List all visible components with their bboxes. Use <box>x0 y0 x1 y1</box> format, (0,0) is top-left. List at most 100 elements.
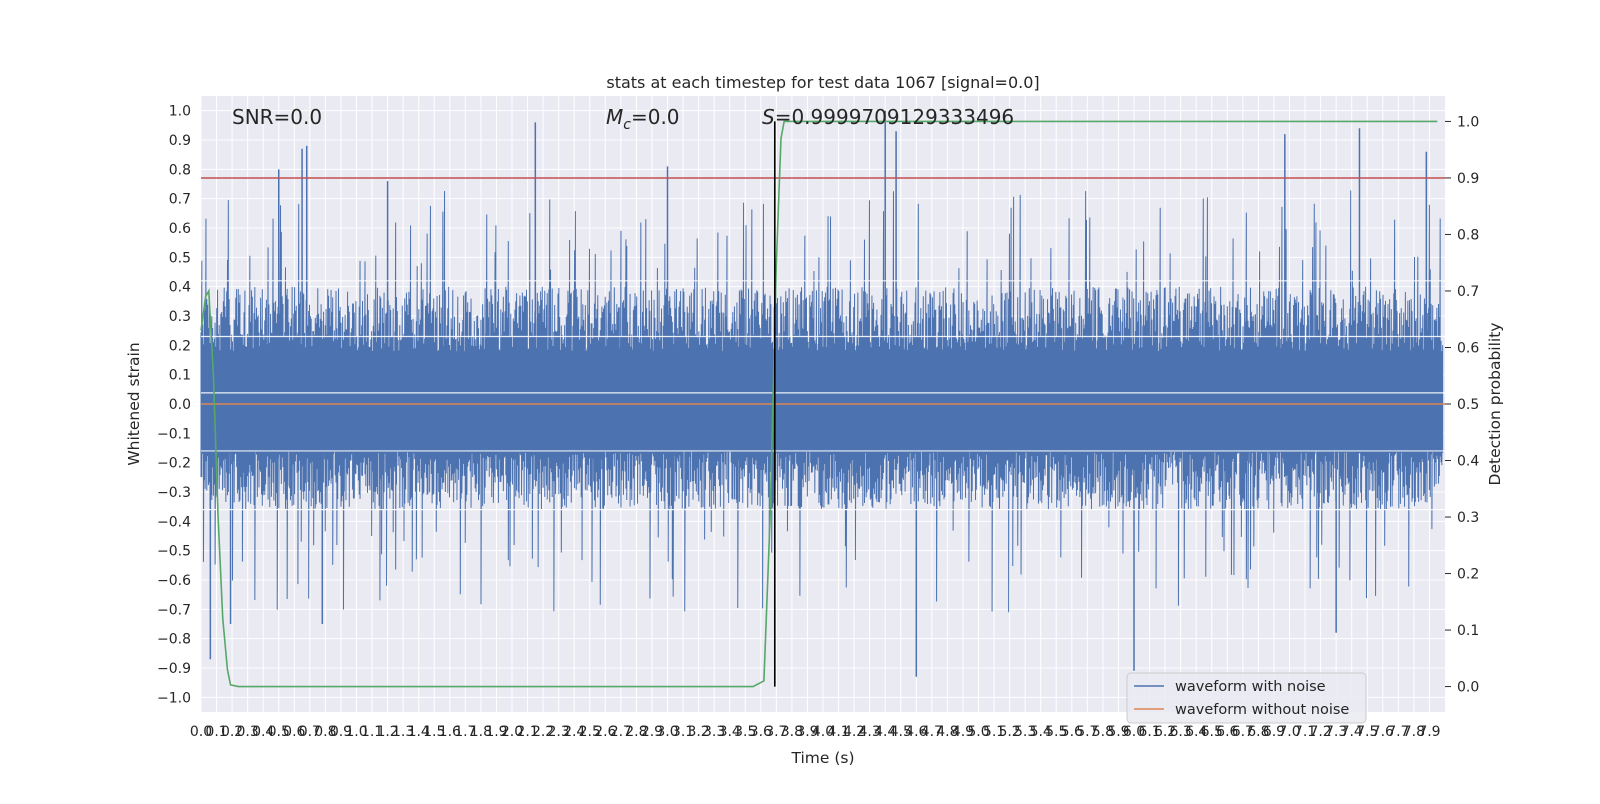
x-tick-label: 7.9 <box>1418 724 1440 740</box>
x-tick-label: 5.8 <box>1092 724 1114 740</box>
x-tick-label: 7.4 <box>1341 724 1363 740</box>
x-tick-label: 0.6 <box>283 724 305 740</box>
x-tick-label: 0.0 <box>190 724 212 740</box>
x-tick-label: 0.9 <box>330 724 352 740</box>
x-tick-label: 6.8 <box>1247 724 1269 740</box>
x-tick-label: 0.7 <box>299 724 321 740</box>
x-tick-label: 0.3 <box>237 724 259 740</box>
y-axis-label: Whitened strain <box>125 342 143 465</box>
x-tick-label: 4.7 <box>921 724 943 740</box>
x-tick-label: 7.0 <box>1278 724 1300 740</box>
y2-axis-label: Detection probability <box>1486 323 1504 486</box>
x-tick-label: 7.1 <box>1294 724 1316 740</box>
x-tick-label: 2.5 <box>579 724 601 740</box>
x-tick-label: 3.3 <box>703 724 725 740</box>
x-tick-label: 1.4 <box>408 724 430 740</box>
x-tick-label: 7.8 <box>1403 724 1425 740</box>
x-tick-label: 3.9 <box>796 724 818 740</box>
y-tick-label: −0.1 <box>157 426 191 442</box>
x-tick-label: 3.0 <box>656 724 678 740</box>
legend-label-noise: waveform with noise <box>1175 679 1326 695</box>
y-tick-label: 1.0 <box>169 104 191 120</box>
x-tick-label: 6.5 <box>1201 724 1223 740</box>
x-axis-label: Time (s) <box>790 749 854 767</box>
x-tick-label: 5.4 <box>1030 724 1052 740</box>
noise-waveform-trace <box>200 190 1444 613</box>
x-tick-label: 4.8 <box>936 724 958 740</box>
x-tick-label: 2.6 <box>594 724 616 740</box>
y-tick-label: −0.6 <box>157 573 191 589</box>
legend-box <box>1126 672 1367 724</box>
snr-annotation: SNR=0.0 <box>232 105 322 129</box>
y-tick-label: −0.8 <box>157 632 191 648</box>
x-tick-label: 2.2 <box>532 724 554 740</box>
x-tick-label: 5.9 <box>1107 724 1129 740</box>
x-tick-label: 3.6 <box>750 724 772 740</box>
x-tick-label: 7.3 <box>1325 724 1347 740</box>
x-tick-label: 7.2 <box>1309 724 1331 740</box>
x-tick-label: 6.3 <box>1170 724 1192 740</box>
x-tick-label: 2.4 <box>563 724 585 740</box>
chirp-mass-annotation: Mc=0.0 <box>606 105 680 133</box>
x-tick-label: 7.7 <box>1387 724 1409 740</box>
x-tick-label: 0.5 <box>268 724 290 740</box>
x-tick-label: 6.0 <box>1123 724 1145 740</box>
legend-label-clean: waveform without noise <box>1175 702 1349 718</box>
x-tick-label: 3.5 <box>734 724 756 740</box>
x-tick-label: 2.8 <box>625 724 647 740</box>
y-tick-label: 0.6 <box>169 221 191 237</box>
y-tick-label: 0.0 <box>169 397 191 413</box>
y2-tick-label: 0.6 <box>1457 340 1479 356</box>
x-tick-label: 4.4 <box>874 724 896 740</box>
y-tick-label: −0.9 <box>157 661 191 677</box>
detection-statistic-symbol: S <box>762 105 775 129</box>
x-tick-label: 1.1 <box>361 724 383 740</box>
y2-tick-label: 0.2 <box>1457 567 1479 583</box>
x-tick-label: 6.4 <box>1185 724 1207 740</box>
y-tick-label: −0.3 <box>157 485 191 501</box>
x-tick-label: 5.6 <box>1061 724 1083 740</box>
y-tick-label: 0.4 <box>169 280 191 296</box>
x-tick-label: 1.5 <box>423 724 445 740</box>
x-tick-label: 1.8 <box>470 724 492 740</box>
x-tick-label: 0.4 <box>252 724 274 740</box>
x-tick-label: 4.3 <box>859 724 881 740</box>
y2-tick-label: 0.9 <box>1457 171 1479 187</box>
x-tick-label: 1.7 <box>454 724 476 740</box>
x-tick-label: 2.3 <box>548 724 570 740</box>
x-tick-label: 4.1 <box>827 724 849 740</box>
y-tick-label: −0.5 <box>157 544 191 560</box>
x-tick-label: 6.2 <box>1154 724 1176 740</box>
noise-waveform <box>200 110 1445 677</box>
chirp-mass-value: =0.0 <box>631 105 680 129</box>
lines-layer <box>200 120 1445 688</box>
x-tick-label: 6.1 <box>1138 724 1160 740</box>
x-tick-label: 7.6 <box>1372 724 1394 740</box>
detection-probability-line <box>200 120 1438 688</box>
legend: waveform with noise waveform without noi… <box>1126 672 1367 724</box>
x-tick-label: 5.3 <box>1014 724 1036 740</box>
x-tick-label: 0.2 <box>221 724 243 740</box>
x-tick-label: 5.5 <box>1045 724 1067 740</box>
x-tick-label: 1.6 <box>439 724 461 740</box>
chirp-mass-subscript: c <box>623 117 631 133</box>
y2-tick-label: 0.5 <box>1457 397 1479 413</box>
x-tick-label: 0.1 <box>205 724 227 740</box>
x-tick-label: 3.2 <box>687 724 709 740</box>
x-tick-label: 1.0 <box>345 724 367 740</box>
x-tick-label: 1.3 <box>392 724 414 740</box>
x-tick-label: 4.0 <box>812 724 834 740</box>
x-tick-label: 2.1 <box>516 724 538 740</box>
y-tick-label: 0.5 <box>169 250 191 266</box>
x-tick-label: 5.2 <box>998 724 1020 740</box>
x-tick-label: 4.2 <box>843 724 865 740</box>
chirp-mass-symbol: M <box>606 105 623 129</box>
x-tick-label: 0.8 <box>314 724 336 740</box>
y-tick-label: 0.8 <box>169 162 191 178</box>
y2-tick-label: 0.4 <box>1457 454 1479 470</box>
y2-tick-label: 0.8 <box>1457 227 1479 243</box>
x-tick-label: 3.1 <box>672 724 694 740</box>
y-tick-label: −0.2 <box>157 456 191 472</box>
tick-labels-layer: −1.0 −0.9 −0.8 −0.7 −0.6 −0.5 −0.4 −0.3 −0.2 −0.1… <box>157 104 1479 740</box>
x-tick-label: 2.9 <box>641 724 663 740</box>
